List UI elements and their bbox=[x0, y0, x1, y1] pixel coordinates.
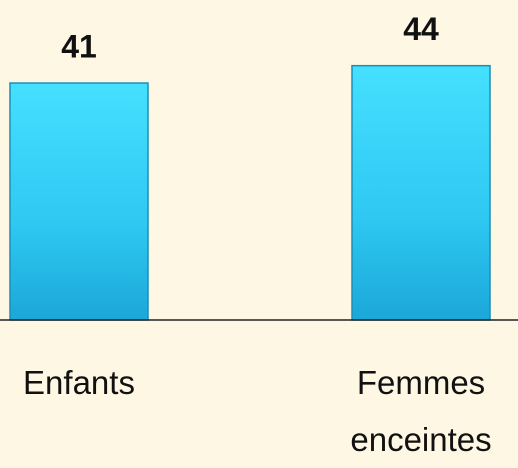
x-tick-label: Enfants bbox=[23, 364, 135, 401]
plot: 41 44 bbox=[0, 11, 518, 321]
x-tick-label: Femmes enceintes bbox=[350, 364, 492, 458]
data-label: 41 bbox=[61, 28, 97, 64]
chart: 41 44 Enfants Femmes enceintes bbox=[0, 11, 518, 458]
data-label: 44 bbox=[403, 11, 439, 47]
bar bbox=[9, 82, 149, 321]
bar bbox=[351, 64, 491, 321]
